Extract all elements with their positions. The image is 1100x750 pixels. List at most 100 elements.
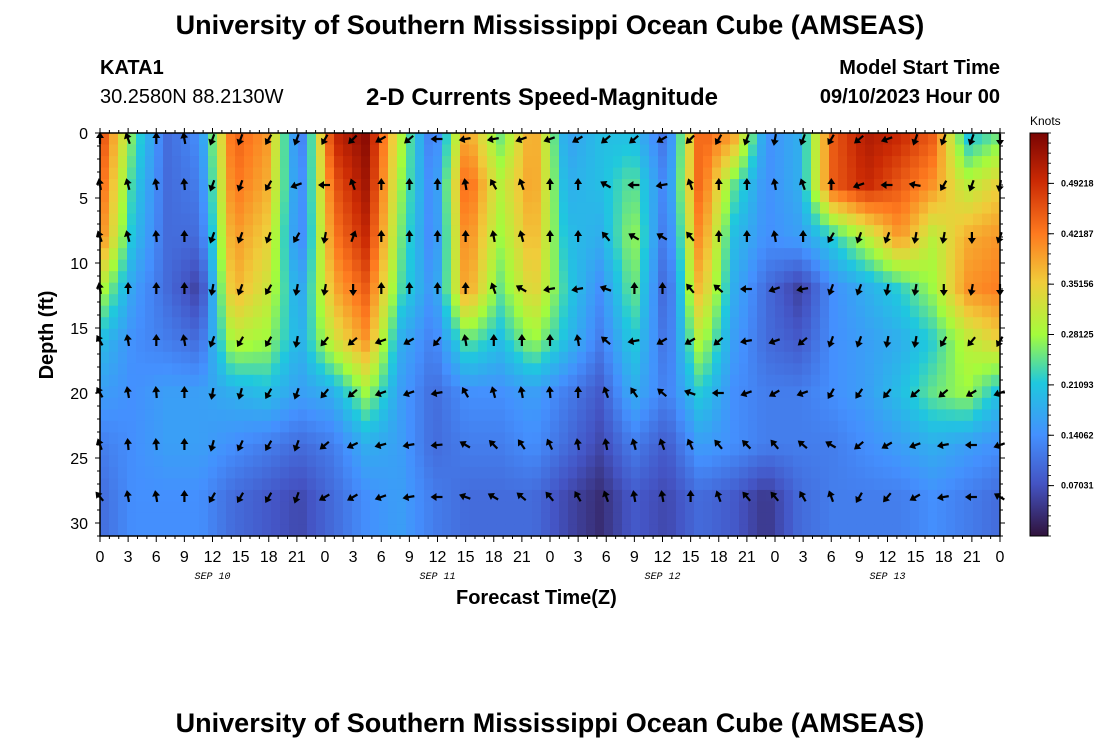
heatmap-cell xyxy=(712,248,722,261)
heatmap-cell xyxy=(919,294,929,307)
heatmap-cell xyxy=(820,190,830,203)
heatmap-cell xyxy=(127,317,137,330)
heatmap-cell xyxy=(802,225,812,238)
heatmap-cell xyxy=(865,351,875,364)
heatmap-cell xyxy=(613,213,623,226)
heatmap-cell xyxy=(811,455,821,468)
heatmap-cell xyxy=(397,271,407,284)
heatmap-cell xyxy=(847,524,857,536)
heatmap-cell xyxy=(442,340,452,353)
heatmap-cell xyxy=(163,144,173,157)
heatmap-cell xyxy=(496,374,506,387)
heatmap-cell xyxy=(424,374,434,387)
heatmap-cell xyxy=(910,420,920,433)
heatmap-cell xyxy=(883,478,893,491)
heatmap-cell xyxy=(469,386,479,399)
current-arrow-shaft xyxy=(323,231,327,240)
heatmap-cell xyxy=(370,259,380,272)
heatmap-cell xyxy=(568,524,578,536)
current-arrow xyxy=(292,283,301,296)
current-arrow xyxy=(292,439,301,452)
heatmap-cell xyxy=(415,466,425,480)
heatmap-cell xyxy=(316,282,326,295)
heatmap-cell xyxy=(424,501,434,514)
heatmap-cell xyxy=(577,478,587,491)
heatmap-cell xyxy=(307,489,317,503)
heatmap-cell xyxy=(991,133,1000,146)
current-arrow xyxy=(741,440,752,450)
heatmap-cell xyxy=(226,351,236,364)
heatmap-cell xyxy=(775,144,785,157)
current-arrow-shaft xyxy=(350,336,358,344)
heatmap-cell xyxy=(226,179,236,192)
heatmap-cell xyxy=(154,397,164,410)
current-arrow-head xyxy=(180,178,189,185)
heatmap-cell xyxy=(127,501,137,514)
heatmap-cell xyxy=(748,202,758,215)
heatmap-cell xyxy=(847,420,857,433)
current-arrow-shaft xyxy=(801,494,807,502)
heatmap-cell xyxy=(406,501,416,514)
heatmap-cell xyxy=(298,144,308,157)
current-arrow-head xyxy=(430,135,437,143)
heatmap-cell xyxy=(964,501,974,514)
heatmap-cell xyxy=(595,271,605,284)
colorbar-gradient xyxy=(1029,132,1049,537)
heatmap-cell xyxy=(505,202,515,215)
heatmap-cell xyxy=(478,524,488,536)
current-arrow-shaft xyxy=(575,287,584,291)
heatmap-cell xyxy=(343,179,353,192)
heatmap-cell xyxy=(748,478,758,491)
heatmap-cell xyxy=(379,374,389,387)
heatmap-cell xyxy=(685,328,695,341)
heatmap-cell xyxy=(577,363,587,376)
heatmap-cell xyxy=(847,259,857,272)
heatmap-cell xyxy=(208,225,218,238)
current-arrow-head xyxy=(656,338,664,345)
heatmap-cell xyxy=(973,133,983,146)
heatmap-cell xyxy=(100,248,110,261)
current-arrow xyxy=(208,179,216,192)
heatmap-cell xyxy=(343,374,353,387)
heatmap-cell xyxy=(874,328,884,341)
current-arrow xyxy=(180,132,189,145)
heatmap-cell xyxy=(964,282,974,295)
current-arrow-shaft xyxy=(632,235,640,241)
heatmap-cell xyxy=(991,443,1000,456)
current-arrow-shaft xyxy=(829,232,835,240)
heatmap-cell xyxy=(442,443,452,456)
current-arrow-head xyxy=(714,230,723,236)
heatmap-cell xyxy=(586,466,596,480)
heatmap-cell xyxy=(514,466,524,480)
current-arrow xyxy=(546,230,554,242)
heatmap-cell xyxy=(181,466,191,480)
heatmap-cell xyxy=(703,489,713,503)
heatmap-cell xyxy=(667,294,677,307)
heatmap-cell xyxy=(469,133,479,146)
heatmap-cell xyxy=(622,397,632,410)
current-arrow-shaft xyxy=(155,390,158,399)
heatmap-cell xyxy=(550,179,560,192)
heatmap-cell xyxy=(370,236,380,249)
heatmap-cell xyxy=(622,190,632,203)
heatmap-cell xyxy=(721,259,731,272)
heatmap-cell xyxy=(379,351,389,364)
heatmap-cell xyxy=(316,133,326,146)
heatmap-cell xyxy=(352,133,362,146)
heatmap-cell xyxy=(145,294,155,307)
heatmap-cell xyxy=(757,512,767,526)
heatmap-cell xyxy=(280,179,290,192)
current-arrow xyxy=(797,440,808,450)
heatmap-cell xyxy=(460,317,470,330)
heatmap-cell xyxy=(316,259,326,272)
heatmap-cell xyxy=(406,179,416,192)
heatmap-cell xyxy=(847,317,857,330)
heatmap-cell xyxy=(748,225,758,238)
heatmap-cell xyxy=(667,328,677,341)
heatmap-cell xyxy=(883,409,893,422)
heatmap-cell xyxy=(244,225,254,238)
heatmap-cell xyxy=(676,225,686,238)
heatmap-cell xyxy=(451,397,461,410)
heatmap-cell xyxy=(406,432,416,445)
current-arrow-head xyxy=(459,492,467,501)
